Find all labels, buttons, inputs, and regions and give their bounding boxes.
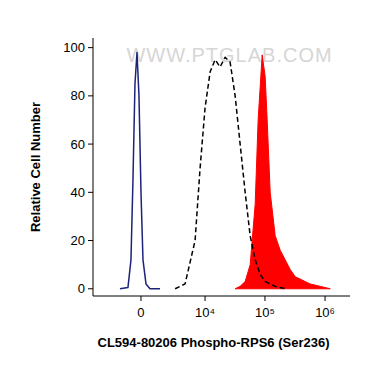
line: [120, 52, 160, 288]
y-tick: [88, 192, 93, 193]
x-tick-label: 10⁶: [315, 305, 335, 320]
y-tick-label: 100: [63, 40, 85, 55]
line: [175, 57, 285, 288]
series-group: [120, 52, 330, 288]
y-tick: [88, 144, 93, 145]
y-tick-label: 40: [71, 185, 85, 200]
x-tick: [205, 296, 206, 301]
y-axis: [93, 38, 94, 296]
x-tick-label: 0: [137, 305, 144, 320]
y-tick-label: 20: [71, 233, 85, 248]
y-tick: [88, 47, 93, 48]
chart: WWW.PTGLAB.COM020406080100010⁴10⁵10⁶CL59…: [0, 0, 370, 367]
x-axis: [93, 296, 350, 297]
y-tick: [88, 240, 93, 241]
x-tick: [264, 296, 265, 301]
x-tick-label: 10⁴: [195, 305, 215, 320]
x-tick: [140, 296, 141, 301]
x-axis-title: CL594-80206 Phospho-RPS6 (Ser236): [98, 335, 330, 350]
x-tick-label: 10⁵: [255, 305, 275, 320]
y-tick-label: 80: [71, 88, 85, 103]
area: [235, 55, 330, 289]
y-tick-label: 60: [71, 137, 85, 152]
y-tick-label: 0: [78, 281, 85, 296]
y-tick: [88, 95, 93, 96]
x-tick: [325, 296, 326, 301]
y-tick: [88, 288, 93, 289]
y-axis-title: Relative Cell Number: [28, 102, 43, 232]
